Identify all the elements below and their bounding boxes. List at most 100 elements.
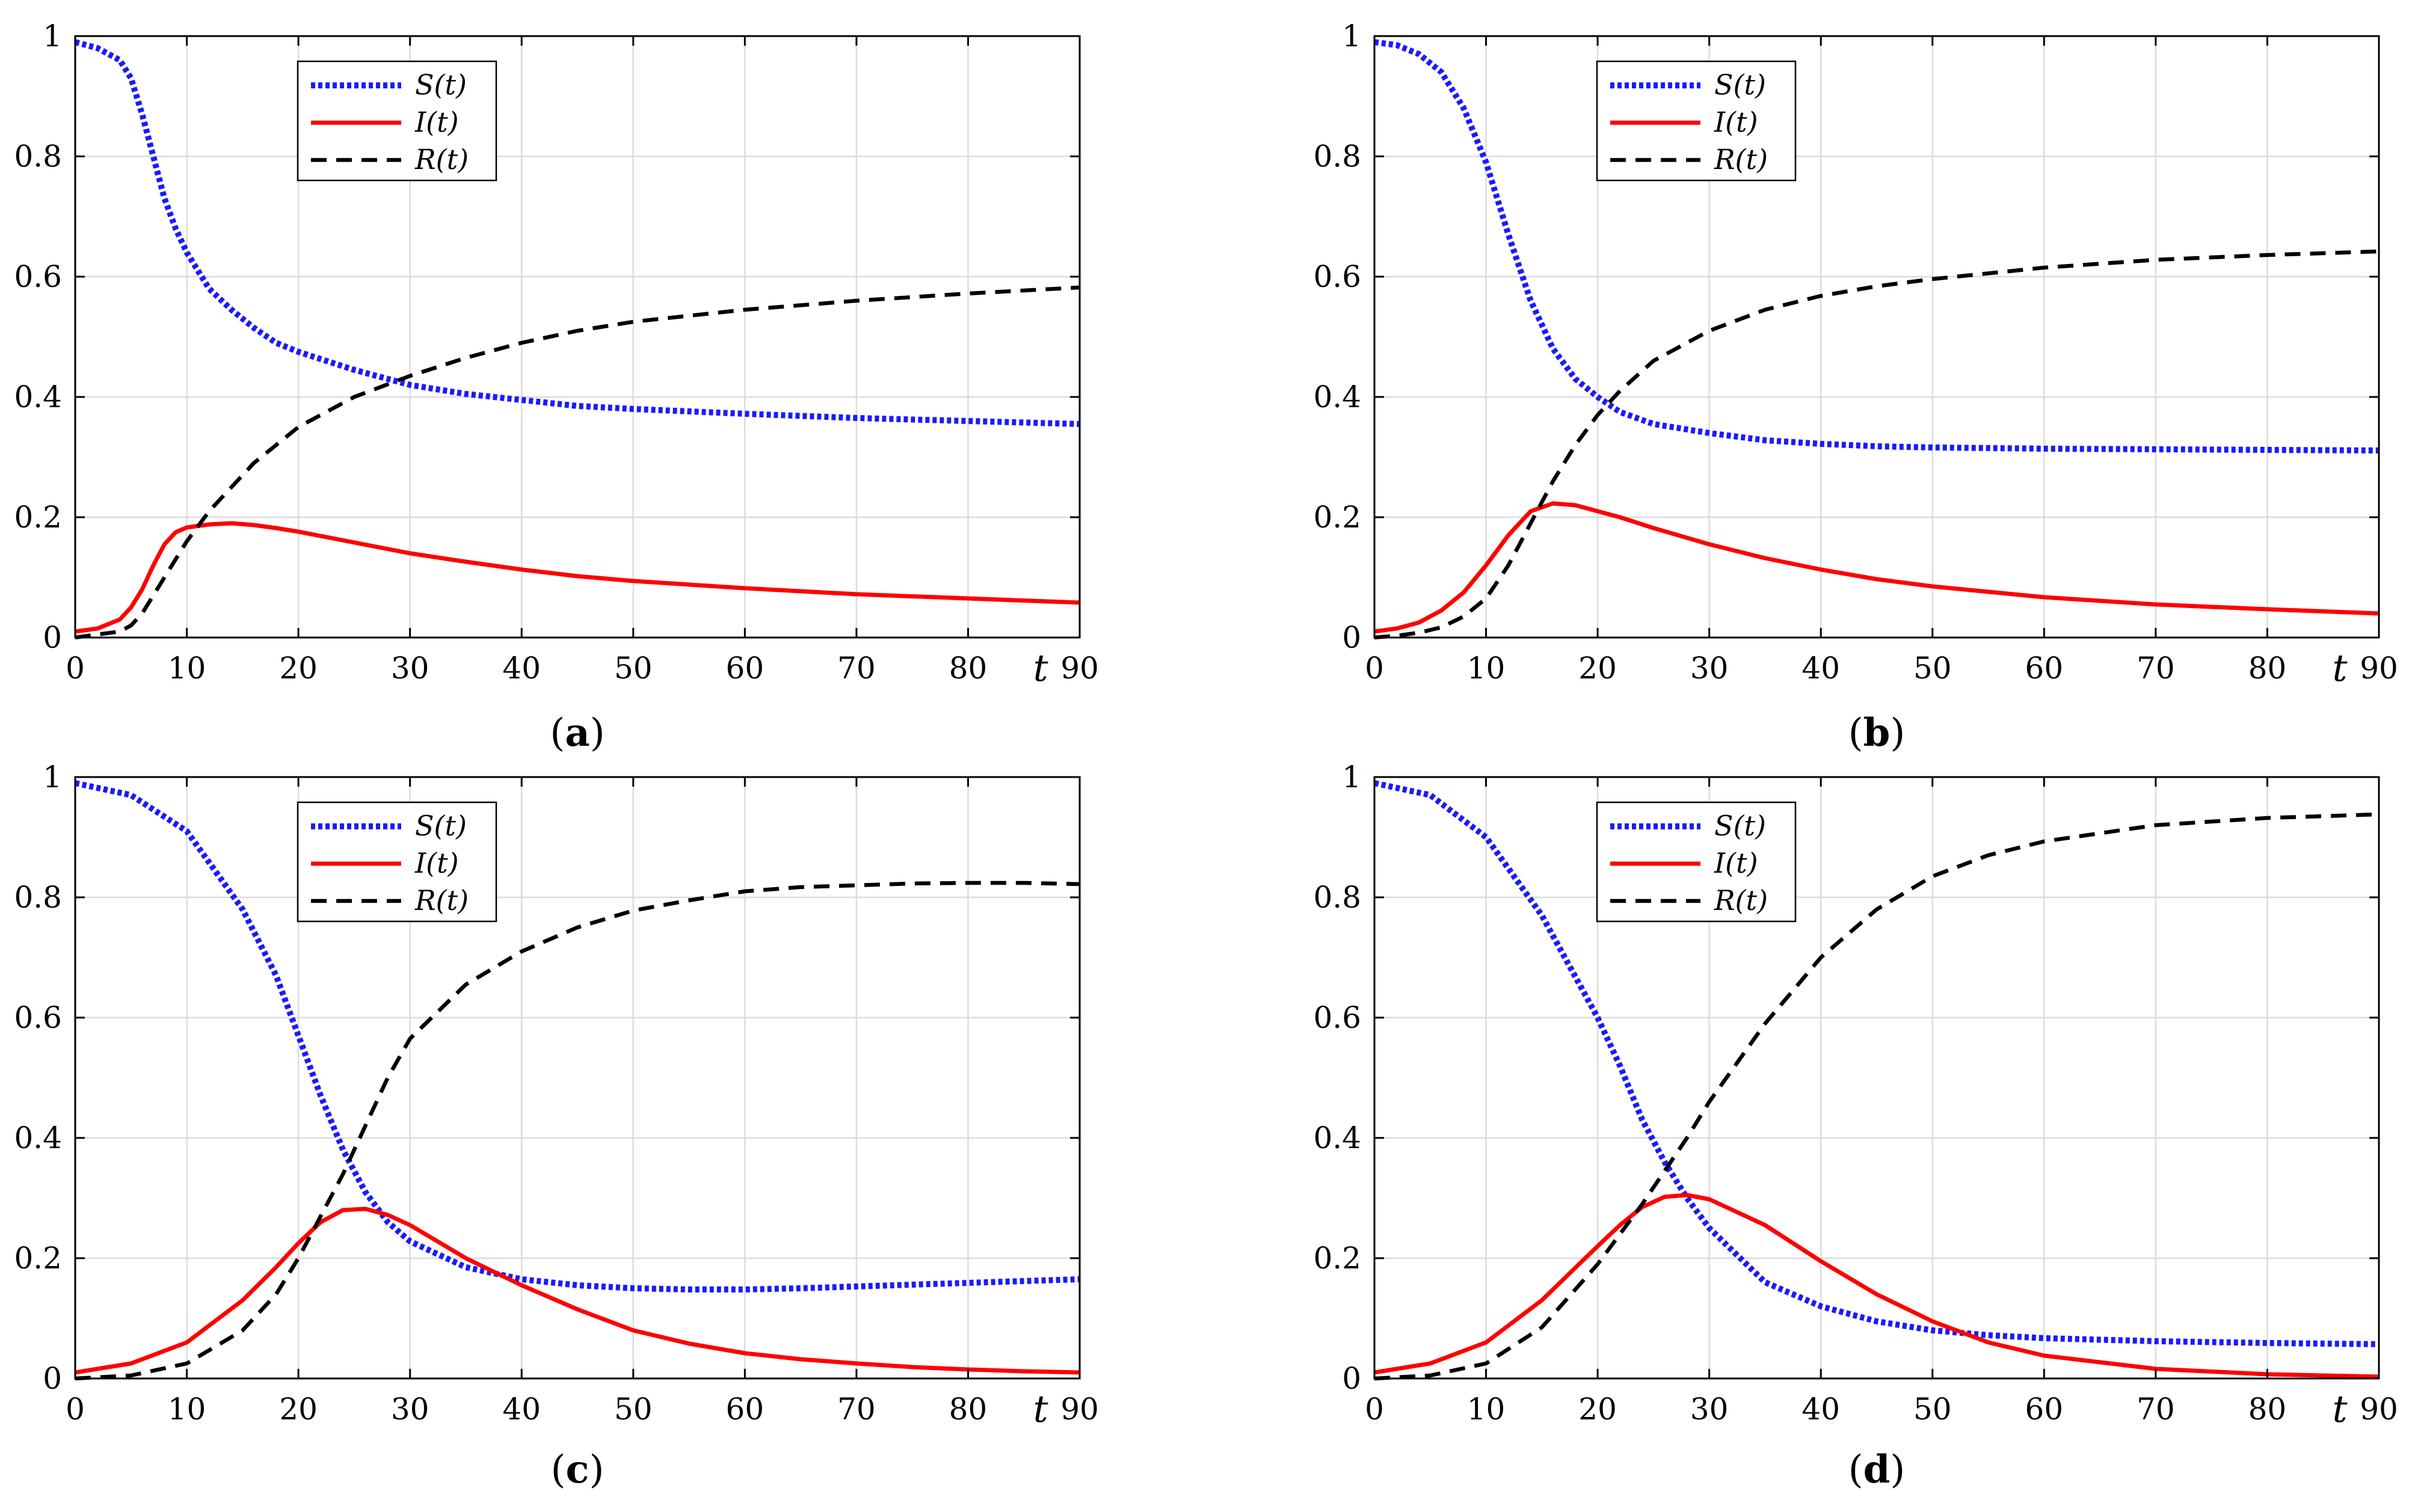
x-tick-label: 0 (1365, 1392, 1384, 1427)
x-tick-label: 30 (1690, 1392, 1729, 1427)
y-tick-label: 0 (1342, 620, 1361, 655)
series-line-R (75, 880, 1080, 1381)
y-tick-label: 0 (43, 620, 62, 655)
y-tick-label: 0.8 (1313, 139, 1361, 174)
series-line-R (75, 285, 1080, 640)
x-tick-label: 10 (1467, 1392, 1506, 1427)
y-tick-label: 1 (1342, 760, 1361, 794)
panel-a: 0 10 20 30 40 50 60 70 80 90 0 0.2 0.4 0.6 0.8 1 t S(t) I(… (14, 19, 1098, 755)
y-tick-label: 1 (43, 19, 62, 54)
x-tick-label: 70 (837, 651, 876, 686)
legend-label-I: I(t) (414, 106, 459, 138)
panel-c: 0 10 20 30 40 50 60 70 80 90 0 0.2 0.4 0.6 0.8 1 t S(t) I(… (14, 760, 1098, 1492)
x-tick-label: 0 (66, 1392, 85, 1427)
x-tick-label: 10 (168, 1392, 206, 1427)
series-line-I (1374, 501, 2380, 634)
legend-label-I: I(t) (1714, 847, 1758, 879)
x-tick-label: 90 (2360, 651, 2398, 686)
x-tick-label: 30 (391, 1392, 429, 1427)
y-tick-label: 0.2 (1313, 500, 1361, 535)
y-tick-label: 0.2 (14, 500, 62, 535)
y-tick-label: 0.4 (14, 1120, 62, 1155)
series-line-R (1374, 249, 2380, 640)
y-tick-label: 1 (43, 760, 62, 794)
x-axis-label: t (2333, 1387, 2348, 1431)
y-tick-label: 0.8 (1313, 880, 1361, 915)
x-tick-label: 80 (2248, 1392, 2287, 1427)
panel-caption: (d) (1848, 1447, 1906, 1492)
legend: S(t) I(t) R(t) (1596, 60, 1797, 182)
x-tick-label: 80 (949, 651, 988, 686)
x-tick-label: 50 (614, 651, 653, 686)
x-tick-label: 50 (1913, 651, 1952, 686)
x-tick-label: 90 (2360, 1392, 2398, 1427)
series-line-R (1374, 812, 2380, 1381)
x-tick-label: 0 (1365, 651, 1384, 686)
x-tick-label: 40 (1801, 651, 1840, 686)
x-tick-label: 0 (66, 651, 85, 686)
x-tick-label: 70 (2137, 651, 2175, 686)
legend-label-R: R(t) (414, 884, 469, 917)
legend-label-R: R(t) (1714, 143, 1768, 176)
legend-label-R: R(t) (1714, 884, 1768, 917)
x-tick-label: 90 (1060, 1392, 1099, 1427)
series-line-I (75, 521, 1080, 634)
legend-label-R: R(t) (414, 143, 469, 176)
y-tick-label: 0.4 (1313, 380, 1361, 414)
axes-frame (74, 35, 1081, 639)
axes-frame (1373, 776, 2380, 1380)
y-tick-label: 0.6 (1313, 259, 1361, 294)
legend-label-S: S(t) (1714, 810, 1766, 842)
legend: S(t) I(t) R(t) (297, 801, 497, 923)
x-tick-label: 80 (2248, 651, 2287, 686)
x-tick-label: 40 (502, 1392, 541, 1427)
legend-label-S: S(t) (415, 810, 467, 842)
x-tick-label: 40 (502, 651, 541, 686)
axes-frame (1373, 35, 2380, 639)
x-tick-label: 20 (279, 651, 318, 686)
x-tick-label: 60 (726, 651, 765, 686)
legend-label-S: S(t) (415, 69, 467, 101)
x-tick-label: 50 (614, 1392, 653, 1427)
y-tick-label: 0.4 (1313, 1120, 1361, 1155)
y-tick-label: 0.6 (1313, 1000, 1361, 1035)
x-tick-label: 80 (949, 1392, 988, 1427)
series-line-S (1373, 780, 2380, 1347)
series-group (74, 780, 1080, 1381)
x-tick-label: 60 (2025, 651, 2064, 686)
x-tick-label: 10 (168, 651, 206, 686)
plot-area (1374, 777, 2379, 1378)
x-axis-label: t (2333, 646, 2348, 690)
y-tick-label: 0.8 (14, 880, 62, 915)
x-tick-label: 30 (1690, 651, 1729, 686)
x-tick-label: 60 (726, 1392, 765, 1427)
y-tick-label: 0.2 (14, 1241, 62, 1276)
plot-area (75, 777, 1080, 1378)
legend: S(t) I(t) R(t) (297, 60, 497, 182)
x-axis-label: t (1033, 1387, 1048, 1431)
y-tick-label: 1 (1342, 19, 1361, 54)
series-line-S (74, 780, 1080, 1292)
legend: S(t) I(t) R(t) (1596, 801, 1797, 923)
series-line-I (1374, 1193, 2380, 1379)
panel-b: 0 10 20 30 40 50 60 70 80 90 0 0.2 0.4 0.6 0.8 1 t S(t) I(… (1313, 19, 2398, 755)
series-group (1373, 780, 2380, 1381)
x-tick-label: 20 (1578, 651, 1617, 686)
x-tick-label: 20 (1578, 1392, 1617, 1427)
x-axis-label: t (1033, 646, 1048, 690)
y-tick-label: 0.6 (14, 1000, 62, 1035)
x-tick-label: 20 (279, 1392, 318, 1427)
x-tick-label: 40 (1801, 1392, 1840, 1427)
panel-caption: (b) (1848, 710, 1906, 755)
x-tick-label: 50 (1913, 1392, 1952, 1427)
x-tick-label: 60 (2025, 1392, 2064, 1427)
x-tick-label: 70 (2137, 1392, 2175, 1427)
panel-d: 0 10 20 30 40 50 60 70 80 90 0 0.2 0.4 0.6 0.8 1 t S(t) I(… (1313, 760, 2398, 1492)
series-line-I (75, 1206, 1080, 1375)
panel-caption: (c) (551, 1447, 605, 1492)
y-tick-label: 0.6 (14, 259, 62, 294)
plot-area (1374, 36, 2379, 638)
x-tick-label: 30 (391, 651, 429, 686)
x-tick-label: 70 (837, 1392, 876, 1427)
